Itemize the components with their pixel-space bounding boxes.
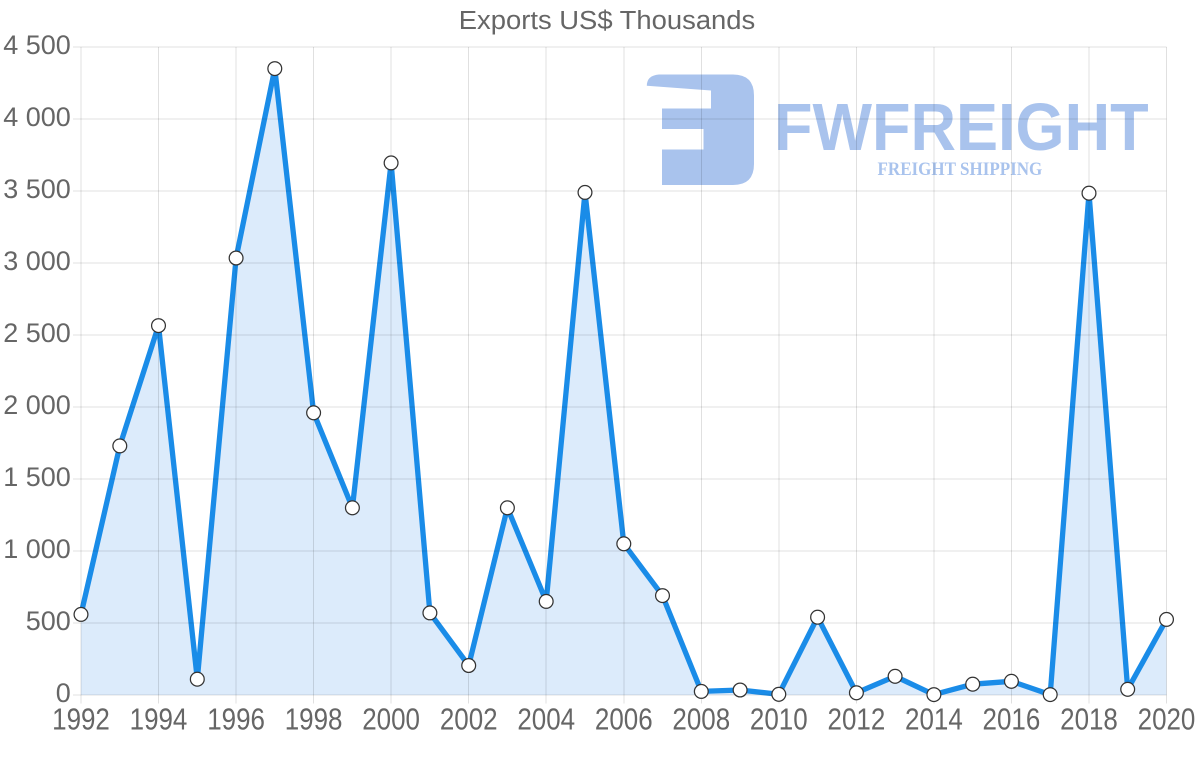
- svg-text:2002: 2002: [440, 702, 498, 737]
- svg-text:3 500: 3 500: [3, 174, 71, 204]
- svg-text:2012: 2012: [828, 702, 886, 737]
- svg-text:1996: 1996: [207, 702, 265, 737]
- svg-text:2006: 2006: [595, 702, 653, 737]
- svg-text:1994: 1994: [130, 702, 188, 737]
- svg-text:1992: 1992: [52, 702, 110, 737]
- svg-text:FWFREIGHT: FWFREIGHT: [774, 89, 1149, 164]
- svg-text:3 000: 3 000: [3, 246, 71, 276]
- svg-text:1 500: 1 500: [3, 462, 71, 492]
- svg-text:500: 500: [26, 606, 71, 636]
- svg-text:2010: 2010: [750, 702, 808, 737]
- svg-text:2 500: 2 500: [3, 318, 71, 348]
- svg-text:0: 0: [56, 678, 71, 708]
- svg-text:1 000: 1 000: [3, 534, 71, 564]
- svg-text:4 000: 4 000: [3, 102, 71, 132]
- svg-text:1998: 1998: [285, 702, 343, 737]
- svg-text:2016: 2016: [983, 702, 1041, 737]
- svg-text:2000: 2000: [362, 702, 420, 737]
- svg-text:4 500: 4 500: [3, 30, 71, 60]
- svg-text:FREIGHT SHIPPING: FREIGHT SHIPPING: [878, 158, 1043, 179]
- svg-text:2 000: 2 000: [3, 390, 71, 420]
- svg-text:Exports US$ Thousands: Exports US$ Thousands: [459, 6, 755, 35]
- svg-text:2008: 2008: [672, 702, 730, 737]
- svg-text:2004: 2004: [517, 702, 575, 737]
- svg-text:2018: 2018: [1060, 702, 1118, 737]
- svg-text:2020: 2020: [1138, 702, 1196, 737]
- svg-text:2014: 2014: [905, 702, 963, 737]
